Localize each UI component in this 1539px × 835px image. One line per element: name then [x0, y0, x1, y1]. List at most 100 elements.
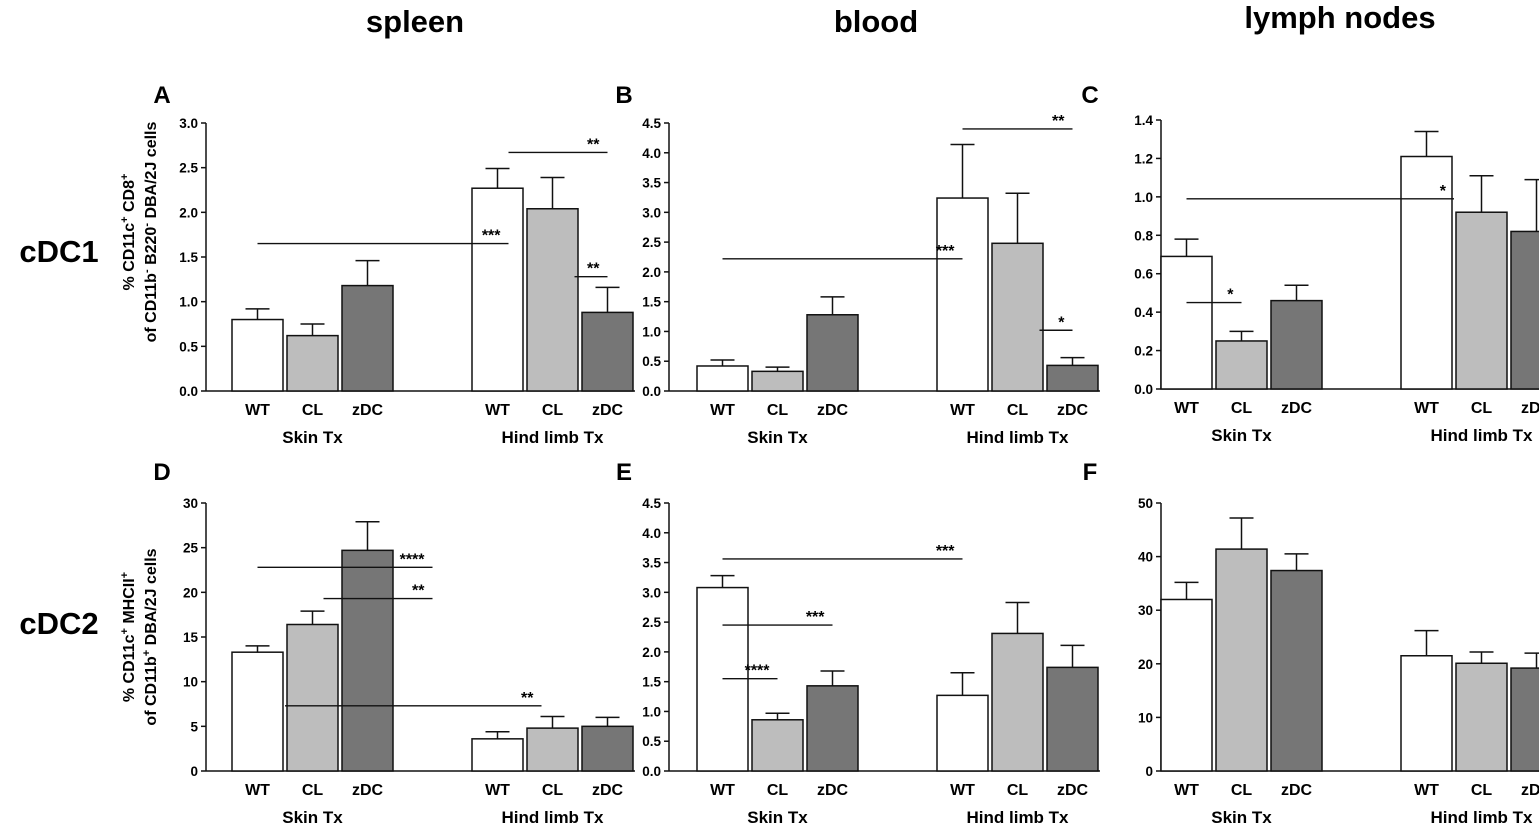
x-tick-label: CL	[542, 782, 564, 799]
panel-c: C 0.0 0.2 0.4 0.6 0.8 1.0 1.2 1.4 WT CL zDC WT CL zDC S…	[1081, 82, 1539, 445]
bar-zdc-skin	[806, 685, 859, 772]
y-tick-label: 3.0	[179, 116, 198, 131]
bar-cl-skin	[1215, 340, 1268, 390]
x-tick-label: zDC	[352, 402, 384, 419]
bar-zdc-hindlimb	[581, 311, 634, 392]
x-tick-label: WT	[245, 402, 270, 419]
bar-cl-hindlimb	[526, 208, 579, 392]
significance-label: **	[1052, 113, 1065, 130]
panel-letter: F	[1083, 459, 1098, 486]
group-label-hind-limb-tx: Hind limb Tx	[1431, 808, 1534, 827]
significance-label: ***	[936, 543, 955, 560]
x-tick-label: WT	[245, 782, 270, 799]
group-label-hind-limb-tx: Hind limb Tx	[1431, 426, 1534, 445]
panel-a: A 0.0 0.5 1.0 1.5 2.0 2.5 3.0 WT CL zDC WT CL zDC Skin…	[153, 82, 635, 447]
y-tick-label: 2.0	[179, 205, 198, 220]
bar-wt-hindlimb	[471, 187, 524, 392]
y-tick-label: 1.0	[1134, 190, 1153, 205]
significance-label: ****	[745, 663, 771, 680]
bar-zdc-hindlimb	[581, 725, 634, 772]
y-tick-label: 0.0	[179, 384, 198, 399]
column-title-lymph-nodes: lymph nodes	[1244, 0, 1435, 35]
y-tick-label: 5	[190, 719, 198, 734]
x-tick-label: CL	[1471, 782, 1493, 799]
bar-zdc-skin	[1270, 299, 1323, 390]
bar-zdc-skin	[341, 284, 394, 392]
x-tick-label: zDC	[817, 782, 849, 799]
bar-wt-skin	[696, 365, 749, 392]
bar-cl-skin	[1215, 548, 1268, 772]
y-tick-label: 4.0	[642, 146, 661, 161]
x-tick-label: CL	[1471, 400, 1493, 417]
y-tick-label: 2.5	[642, 235, 661, 250]
column-title-spleen: spleen	[366, 4, 464, 39]
column-title-blood: blood	[834, 4, 918, 39]
bar-cl-hindlimb	[1455, 211, 1508, 390]
bar-zdc-skin	[806, 314, 859, 392]
significance-label: **	[587, 261, 600, 278]
x-tick-label: CL	[302, 402, 324, 419]
y-axis-label-row2-line1: % CD11c+ MHCII+	[119, 572, 138, 702]
y-tick-label: 1.0	[179, 295, 198, 310]
y-axis-label-row1-line2: of CD11b- B220- DBA/2J cells	[141, 122, 160, 343]
y-tick-label: 0.8	[1134, 228, 1153, 243]
y-tick-label: 1.0	[642, 704, 661, 719]
panel-e: E 0.0 0.5 1.0 1.5 2.0 2.5 3.0 3.5 4.0 4.5 WT CL zDC WT…	[616, 459, 1100, 827]
panel-d: D 0 5 10 15 20 25 30 WT CL zDC WT CL zDC Skin Tx Hind l…	[153, 459, 635, 827]
y-tick-label: 0.0	[1134, 382, 1153, 397]
y-axis-label-row1-line1: % CD11c+ CD8+	[119, 174, 138, 291]
group-label-skin-tx: Skin Tx	[747, 428, 808, 447]
y-tick-label: 0	[190, 764, 198, 779]
x-tick-label: WT	[1414, 782, 1439, 799]
bar-cl-skin	[751, 370, 804, 392]
bar-wt-hindlimb	[1400, 155, 1453, 390]
panel-letter: C	[1081, 82, 1098, 109]
x-tick-label: CL	[1007, 402, 1029, 419]
x-tick-label: WT	[950, 402, 975, 419]
group-label-skin-tx: Skin Tx	[282, 428, 343, 447]
significance-label: ***	[806, 609, 825, 626]
y-tick-label: 30	[1138, 603, 1153, 618]
y-tick-label: 0.5	[642, 734, 661, 749]
y-tick-label: 20	[1138, 657, 1153, 672]
significance-label: **	[521, 690, 534, 707]
y-tick-label: 0.6	[1134, 267, 1153, 282]
bar-cl-hindlimb	[991, 242, 1044, 392]
y-tick-label: 40	[1138, 550, 1153, 565]
y-tick-label: 2.0	[642, 265, 661, 280]
x-tick-label: WT	[1174, 400, 1199, 417]
bar-zdc-skin	[1270, 569, 1323, 772]
bar-cl-skin	[286, 334, 339, 392]
x-tick-label: WT	[710, 782, 735, 799]
significance-label: ****	[400, 551, 426, 568]
bar-wt-hindlimb	[936, 694, 989, 772]
x-tick-label: WT	[485, 402, 510, 419]
y-tick-label: 50	[1138, 496, 1153, 511]
y-tick-label: 2.5	[179, 161, 198, 176]
significance-label: ***	[936, 243, 955, 260]
x-tick-label: CL	[1007, 782, 1029, 799]
y-tick-label: 10	[183, 675, 198, 690]
x-tick-label: WT	[1414, 400, 1439, 417]
y-tick-label: 4.5	[642, 496, 661, 511]
significance-label: *	[1440, 183, 1447, 200]
row-title-cdc1: cDC1	[19, 234, 98, 269]
x-tick-label: zDC	[592, 782, 624, 799]
group-label-hind-limb-tx: Hind limb Tx	[967, 428, 1070, 447]
x-tick-label: zDC	[1521, 400, 1539, 417]
significance-label: **	[412, 583, 425, 600]
x-tick-label: CL	[302, 782, 324, 799]
y-tick-label: 1.0	[642, 324, 661, 339]
y-tick-label: 4.0	[642, 526, 661, 541]
group-label-skin-tx: Skin Tx	[747, 808, 808, 827]
panel-letter: B	[615, 82, 632, 109]
group-label-hind-limb-tx: Hind limb Tx	[502, 808, 605, 827]
bar-cl-skin	[286, 623, 339, 772]
panel-letter: D	[153, 459, 170, 486]
x-tick-label: zDC	[1281, 782, 1313, 799]
significance-label: *	[1058, 314, 1065, 331]
y-tick-label: 0.5	[642, 354, 661, 369]
y-tick-label: 0.4	[1134, 305, 1153, 320]
bar-wt-skin	[231, 651, 284, 772]
